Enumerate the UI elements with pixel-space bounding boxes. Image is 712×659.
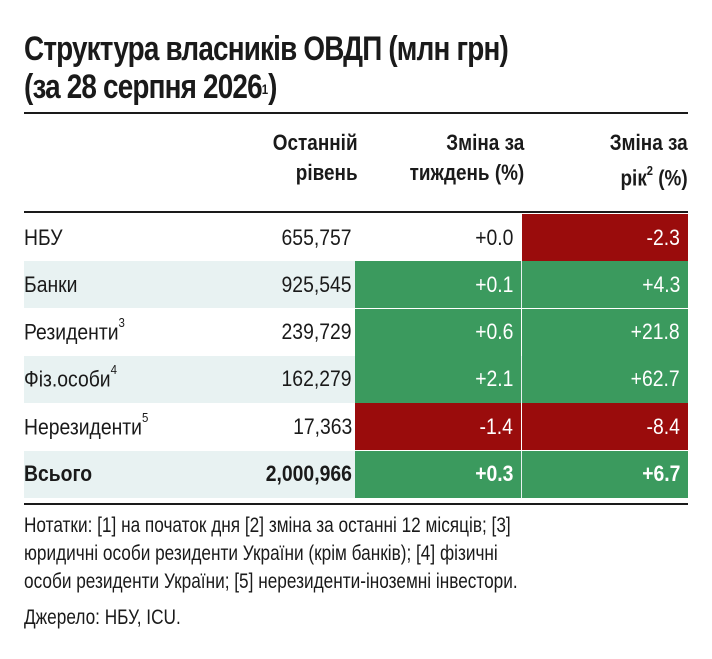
- table-row: Резиденти3 239,729 +0.6 +21.8: [24, 308, 688, 356]
- level-value: 162,279: [282, 366, 352, 392]
- note-line-1: Нотатки: [1] на початок дня [2] зміна за…: [24, 514, 511, 537]
- header-level: Останній рівень: [273, 130, 358, 185]
- week-change-value: +0.0: [355, 214, 521, 261]
- level-value: 925,545: [282, 271, 352, 297]
- chart-title: Структура власників ОВДП (млн грн) (за 2…: [24, 30, 568, 106]
- row-label: Фіз.особи4: [24, 362, 117, 392]
- year-change-value: -2.3: [522, 214, 688, 261]
- table-row: Банки 925,545 +0.1 +4.3: [24, 261, 688, 309]
- header-rule: [24, 211, 688, 213]
- week-change-value: +0.3: [355, 450, 521, 498]
- note-line-3: особи резиденти України; [5] нерезиденти…: [24, 570, 518, 593]
- week-change-value: -1.4: [355, 403, 521, 451]
- total-row: Всього 2,000,966 +0.3 +6.7: [24, 450, 688, 498]
- header-week-change: Зміна за тиждень (%): [409, 130, 524, 185]
- row-label: Банки: [24, 271, 78, 297]
- row-label: Всього: [24, 461, 93, 486]
- level-value: 655,757: [282, 224, 352, 250]
- week-change-value: +2.1: [355, 355, 521, 403]
- title-footnote-mark: 1: [261, 81, 269, 97]
- level-value: 239,729: [282, 319, 352, 345]
- year-change-value: +4.3: [522, 261, 688, 309]
- footnote-mark: 4: [110, 362, 117, 378]
- year-change-value: -8.4: [522, 403, 688, 451]
- footnote-mark: 3: [118, 314, 125, 330]
- level-value: 2,000,966: [265, 461, 352, 486]
- source-note: Джерело: НБУ, ICU.: [24, 606, 181, 629]
- year-change-value: +6.7: [522, 450, 688, 498]
- level-value: 17,363: [292, 413, 352, 439]
- row-label: Нерезиденти5: [24, 409, 149, 439]
- title-line-2: (за 28 серпня 20261): [24, 68, 277, 106]
- row-label: Резиденти3: [24, 314, 125, 345]
- table-row: НБУ 655,757 +0.0 -2.3: [24, 214, 688, 261]
- top-rule: [24, 112, 688, 114]
- footnotes: Нотатки: [1] на початок дня [2] зміна за…: [24, 512, 680, 632]
- year-change-value: +21.8: [522, 308, 688, 356]
- week-change-value: +0.1: [355, 261, 521, 309]
- year-change-value: +62.7: [522, 355, 688, 403]
- table-row: Нерезиденти5 17,363 -1.4 -8.4: [24, 403, 688, 451]
- note-line-2: юридичні особи резиденти України (крім б…: [24, 542, 498, 565]
- footnote-mark: 5: [141, 409, 149, 425]
- table-row: Фіз.особи4 162,279 +2.1 +62.7: [24, 355, 688, 403]
- header-year-change: Зміна за рік2 (%): [610, 130, 688, 191]
- bottom-rule: [24, 503, 688, 505]
- row-label: НБУ: [24, 224, 63, 250]
- title-line-1: Структура власників ОВДП (млн грн): [24, 30, 509, 68]
- week-change-value: +0.6: [355, 308, 521, 356]
